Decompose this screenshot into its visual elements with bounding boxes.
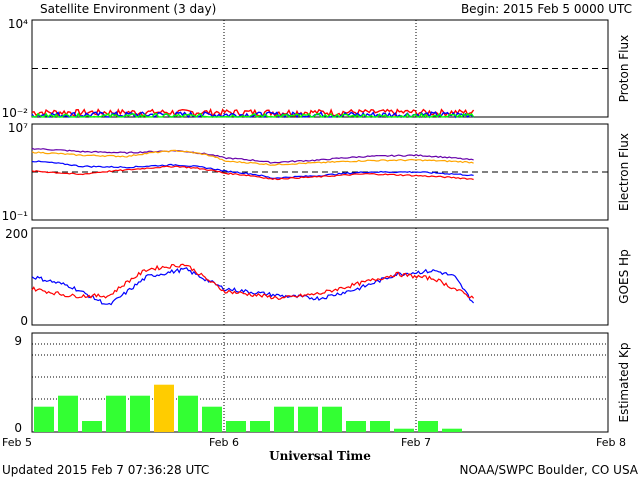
hp-series-red	[31, 263, 475, 301]
panel-frame	[31, 332, 609, 433]
kp-bar	[346, 421, 366, 432]
x-tick-label: Feb 5	[2, 436, 32, 449]
credit-text: NOAA/SWPC Boulder, CO USA	[460, 463, 639, 477]
hp-series-blue	[31, 267, 475, 306]
proton-flux-panel: 10⁴ 10⁻² Proton Flux	[2, 17, 631, 120]
panel-frame	[31, 19, 609, 118]
electron-ytick-top: 10⁷	[8, 121, 28, 135]
electron-series-red	[31, 165, 474, 181]
begin-time: Begin: 2015 Feb 5 0000 UTC	[461, 2, 632, 16]
kp-bar	[274, 406, 294, 432]
hp-ytick-bottom: 0	[20, 314, 28, 328]
kp-bar	[34, 406, 54, 432]
kp-bar	[106, 395, 126, 432]
proton-ytick-top: 10⁴	[8, 17, 28, 31]
electron-ytick-bottom: 10⁻¹	[2, 209, 29, 223]
kp-bar	[442, 428, 462, 432]
electron-series-blue	[31, 160, 474, 180]
kp-bar	[130, 395, 150, 432]
kp-bar	[154, 384, 174, 432]
x-axis-label: Universal Time	[269, 449, 371, 463]
hp-ylabel: GOES Hp	[617, 249, 631, 303]
x-axis: Feb 5 Feb 6 Feb 7 Feb 8	[2, 436, 626, 449]
proton-series-blue	[31, 111, 475, 119]
kp-bar	[394, 428, 414, 432]
kp-ytick-top: 9	[14, 334, 22, 348]
kp-ytick-bottom: 0	[14, 421, 22, 435]
updated-time: Updated 2015 Feb 7 07:36:28 UTC	[2, 463, 209, 477]
chart-title: Satellite Environment (3 day)	[40, 2, 216, 16]
kp-bar	[418, 421, 438, 432]
kp-bar	[322, 406, 342, 432]
electron-flux-panel: 10⁷ 10⁻¹ Electron Flux	[2, 121, 631, 223]
proton-ytick-bottom: 10⁻²	[2, 106, 29, 120]
x-tick-label: Feb 8	[596, 436, 626, 449]
estimated-kp-panel: 9 0 Estimated Kp	[14, 332, 631, 435]
kp-bar	[250, 421, 270, 432]
x-tick-label: Feb 7	[401, 436, 431, 449]
kp-ylabel: Estimated Kp	[617, 343, 631, 423]
electron-series-purple	[31, 147, 474, 164]
goes-hp-panel: 200 0 GOES Hp	[5, 227, 631, 328]
panel-frame	[31, 227, 609, 326]
proton-series-green	[31, 112, 475, 119]
kp-bar	[178, 395, 198, 432]
electron-ylabel: Electron Flux	[617, 133, 631, 211]
kp-bar	[58, 395, 78, 432]
hp-ytick-top: 200	[5, 227, 28, 241]
kp-bar	[298, 406, 318, 432]
kp-bar	[226, 421, 246, 432]
x-tick-label: Feb 6	[209, 436, 239, 449]
kp-bar	[370, 421, 390, 432]
electron-series-orange	[31, 149, 474, 166]
panel-frame	[31, 123, 609, 221]
proton-ylabel: Proton Flux	[617, 35, 631, 102]
kp-bar	[82, 421, 102, 432]
kp-bar	[202, 406, 222, 432]
